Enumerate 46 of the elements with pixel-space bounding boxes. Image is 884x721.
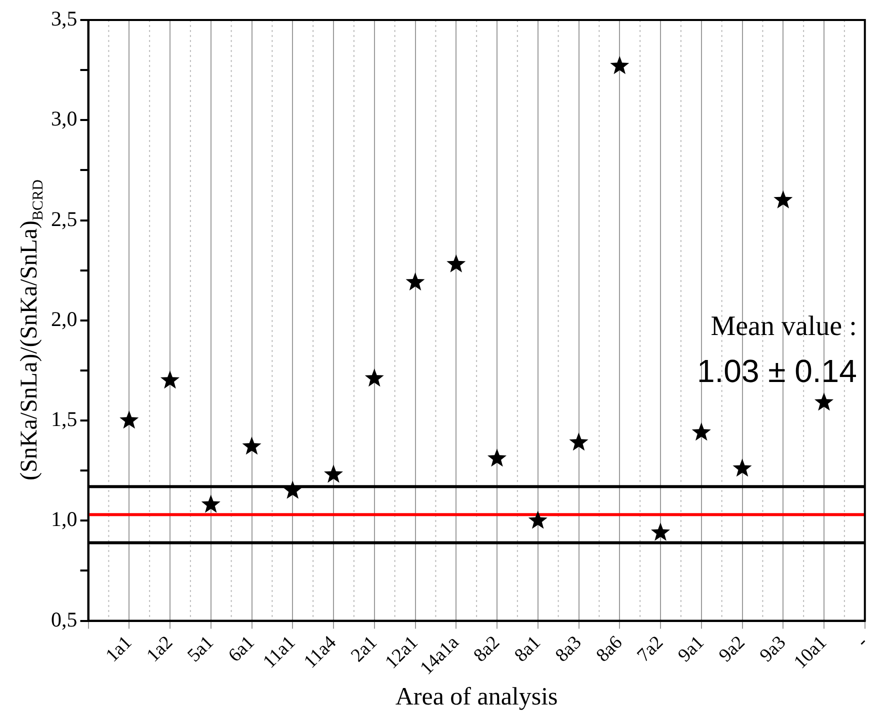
- y-tick-label: 0,5: [51, 607, 78, 632]
- x-tick-label: 9a3: [756, 632, 790, 666]
- point: [569, 432, 588, 451]
- point: [324, 464, 344, 483]
- point: [528, 510, 548, 529]
- x-tick-label: 12a1: [381, 632, 422, 674]
- x-tick-label: 1a1: [102, 632, 136, 666]
- point: [650, 522, 670, 541]
- x-tick-label: -: [852, 632, 872, 652]
- x-tick-label: 9a2: [715, 632, 750, 666]
- x-tick-label: 2a1: [347, 632, 382, 666]
- x-tick-label: 7a2: [633, 632, 668, 666]
- point: [732, 458, 752, 477]
- x-tick-label: 8a6: [592, 632, 627, 666]
- point: [814, 392, 834, 411]
- y-tick-label: 3,5: [51, 6, 78, 31]
- point: [120, 410, 139, 429]
- point: [487, 448, 507, 467]
- annotation: Mean value :: [710, 311, 857, 342]
- y-tick-label: 1,5: [51, 407, 78, 432]
- x-tick-label: 10a1: [790, 632, 832, 674]
- point: [242, 436, 262, 455]
- x-axis-title: Area of analysis: [395, 684, 558, 711]
- y-tick-label: 1,0: [51, 507, 78, 532]
- point: [774, 190, 793, 208]
- point: [364, 368, 384, 387]
- annotation: 1.03 ± 0.14: [696, 353, 857, 389]
- point: [446, 254, 466, 272]
- point: [283, 480, 302, 499]
- x-tick-label: 9a1: [674, 632, 708, 666]
- x-tick-label: 1a2: [142, 632, 178, 666]
- point: [160, 370, 180, 389]
- x-tick-label: 8a3: [552, 632, 586, 666]
- x-tick-label: 8a2: [470, 632, 504, 666]
- y-tick-label: 3,0: [51, 106, 78, 131]
- x-tick-label: 8a1: [510, 632, 545, 666]
- x-tick-label: 11a4: [300, 632, 341, 673]
- point: [406, 272, 425, 290]
- x-tick-label: 6a1: [224, 632, 259, 666]
- point: [610, 56, 630, 74]
- x-tick-label: 11a1: [259, 632, 300, 673]
- y-tick-label: 2,0: [51, 306, 78, 331]
- x-tick-label: 5a1: [184, 632, 218, 666]
- point: [692, 422, 711, 441]
- point: [201, 494, 220, 513]
- y-tick-label: 2,5: [51, 206, 78, 231]
